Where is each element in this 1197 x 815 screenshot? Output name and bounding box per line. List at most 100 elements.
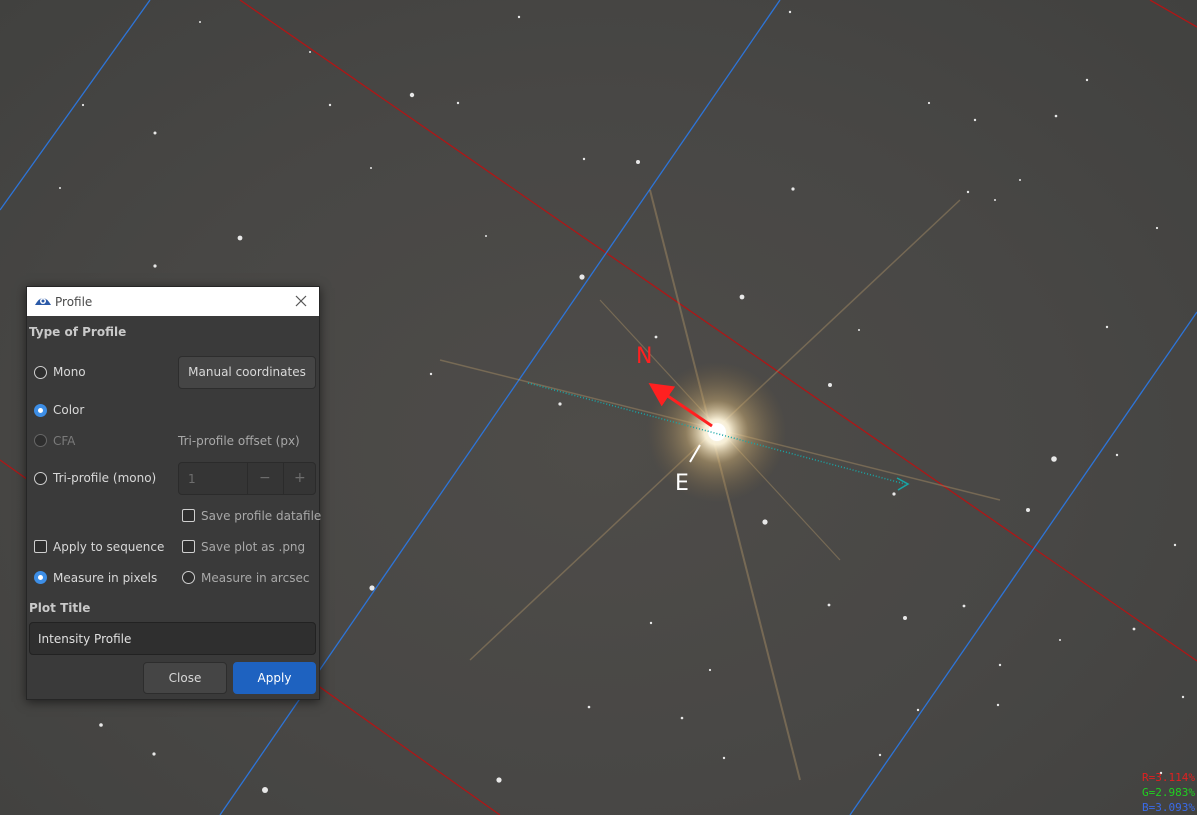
green-level-readout: G=2.983%	[1142, 786, 1195, 799]
star-dot	[369, 585, 375, 591]
measure-arcsec-radio[interactable]	[182, 571, 195, 584]
star-dot	[892, 492, 896, 496]
star-dot	[1105, 325, 1109, 329]
star-dot	[962, 604, 966, 608]
star-dot	[973, 118, 977, 122]
star-dot	[456, 101, 460, 105]
star-dot	[878, 753, 882, 757]
dialog-title: Profile	[55, 295, 93, 309]
plot-title-heading: Plot Title	[29, 601, 91, 615]
star-dot	[99, 723, 103, 727]
star-dot	[429, 372, 433, 376]
star-dot	[485, 235, 487, 237]
star-dot	[1173, 543, 1177, 547]
star-dot	[827, 603, 831, 607]
star-dot	[680, 716, 684, 720]
apply-to-sequence-label: Apply to sequence	[53, 540, 165, 554]
type-of-profile-heading: Type of Profile	[29, 325, 127, 339]
star-dot	[328, 103, 332, 107]
star-dot	[1019, 179, 1021, 181]
star-dot	[1026, 508, 1030, 512]
star-dot	[996, 703, 1000, 707]
star-dot	[1085, 78, 1089, 82]
star-dot	[828, 383, 832, 387]
north-label: N	[636, 344, 653, 369]
star-dot	[496, 777, 502, 783]
star-dot	[998, 663, 1002, 667]
star-dot	[370, 167, 372, 169]
star-dot	[654, 335, 658, 339]
measure-pixels-label: Measure in pixels	[53, 571, 158, 585]
star-dot	[517, 15, 521, 19]
star-dot	[237, 235, 243, 241]
star-dot	[1132, 627, 1136, 631]
star-dot	[927, 101, 931, 105]
star-dot	[81, 103, 85, 107]
decrement-button[interactable]: −	[259, 470, 271, 486]
star-dot	[636, 160, 640, 164]
star-dot	[788, 10, 792, 14]
bright-star-core	[708, 423, 726, 441]
north-arrow	[648, 382, 713, 428]
color-label: Color	[53, 403, 85, 417]
increment-button[interactable]: +	[294, 470, 306, 486]
tri-offset-spinner[interactable]: 1 − +	[178, 462, 316, 495]
star-dot	[739, 294, 745, 300]
color-radio[interactable]	[34, 404, 47, 417]
star-dot	[1155, 226, 1159, 230]
star-dot	[722, 756, 726, 760]
save-png-label: Save plot as .png	[201, 540, 306, 554]
star-dot	[649, 621, 653, 625]
star-dot	[994, 199, 996, 201]
star-dot	[152, 752, 156, 756]
close-icon[interactable]	[291, 291, 311, 311]
star-dot	[1181, 695, 1185, 699]
star-dot	[409, 92, 415, 98]
star-dot	[1115, 453, 1119, 457]
east-arrow	[689, 444, 701, 463]
tri-offset-label: Tri-profile offset (px)	[178, 434, 300, 448]
tri-offset-value: 1	[188, 472, 196, 486]
save-datafile-checkbox[interactable]	[182, 509, 195, 522]
tri-profile-radio[interactable]	[34, 472, 47, 485]
star-dot	[1054, 114, 1058, 118]
measure-pixels-radio[interactable]	[34, 571, 47, 584]
cfa-label: CFA	[53, 434, 76, 448]
manual-coordinates-button[interactable]: Manual coordinates	[178, 356, 316, 389]
blue-level-readout: B=3.093%	[1142, 801, 1195, 814]
star-dot	[1059, 639, 1061, 641]
background-stars	[59, 10, 1185, 793]
star-dot	[708, 668, 712, 672]
siril-app-icon	[34, 293, 52, 307]
close-button[interactable]: Close	[143, 662, 227, 694]
star-dot	[262, 787, 268, 793]
east-label: E	[675, 471, 689, 496]
profile-dialog: Profile Type of Profile Mono Manual coor…	[26, 286, 322, 700]
save-png-checkbox[interactable]	[182, 540, 195, 553]
star-dot	[791, 187, 795, 191]
save-datafile-label: Save profile datafile	[201, 509, 322, 523]
star-dot	[1051, 456, 1057, 462]
plot-title-input[interactable]: Intensity Profile	[29, 622, 316, 655]
star-dot	[153, 131, 157, 135]
star-dot	[199, 21, 201, 23]
red-level-readout: R=3.114%	[1142, 771, 1195, 784]
star-dot	[858, 329, 860, 331]
star-dot	[966, 190, 970, 194]
tri-profile-label: Tri-profile (mono)	[53, 471, 157, 485]
star-dot	[59, 187, 61, 189]
star-dot	[587, 705, 591, 709]
star-dot	[1159, 771, 1163, 775]
apply-to-sequence-checkbox[interactable]	[34, 540, 47, 553]
star-dot	[558, 402, 562, 406]
plot-title-value: Intensity Profile	[38, 632, 132, 646]
star-dot	[762, 519, 768, 525]
profile-line[interactable]	[527, 382, 910, 491]
apply-button[interactable]: Apply	[233, 662, 316, 694]
dialog-titlebar[interactable]: Profile	[27, 287, 319, 316]
mono-radio[interactable]	[34, 366, 47, 379]
star-dot	[153, 264, 157, 268]
cfa-radio[interactable]	[34, 434, 47, 447]
star-dot	[579, 274, 585, 280]
